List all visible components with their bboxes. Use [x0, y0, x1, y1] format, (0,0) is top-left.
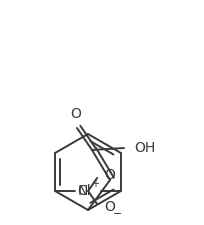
Text: O: O	[104, 168, 114, 182]
Text: O: O	[70, 107, 81, 121]
Text: O: O	[104, 200, 114, 214]
Text: +: +	[91, 179, 99, 189]
Text: −: −	[113, 209, 122, 219]
Text: N: N	[78, 184, 88, 198]
Text: OH: OH	[133, 141, 154, 155]
Text: Cl: Cl	[77, 184, 90, 198]
